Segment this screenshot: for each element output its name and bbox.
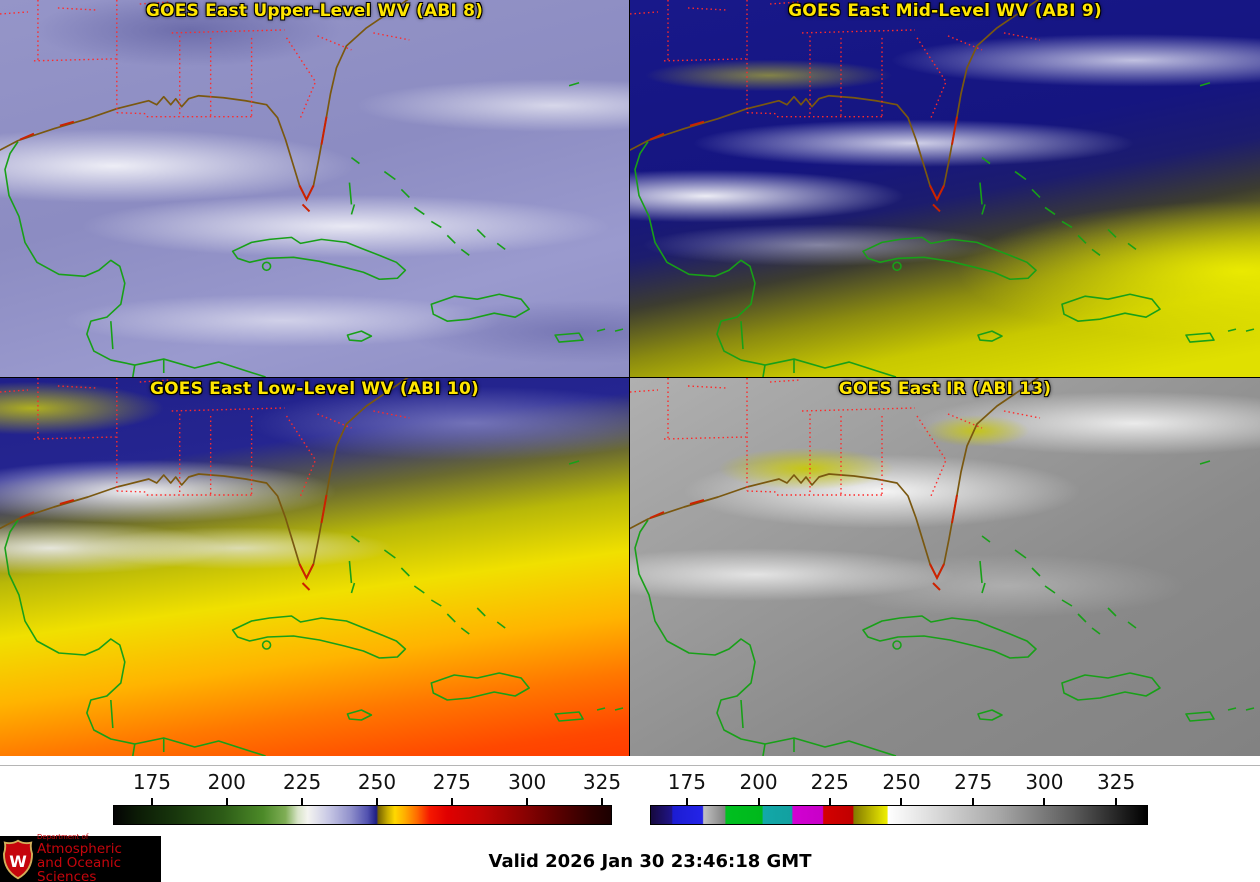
panel-title-upper-wv: GOES East Upper-Level WV (ABI 8) bbox=[145, 1, 484, 21]
tick-mark bbox=[972, 798, 975, 805]
map-overlay bbox=[630, 378, 1260, 756]
colorbar-wv: 175 200 225 250 275 300 325 bbox=[113, 770, 621, 826]
tick-mark bbox=[450, 798, 453, 805]
tick-label: 325 bbox=[1097, 770, 1136, 794]
tick-label: 200 bbox=[739, 770, 778, 794]
tick-label: 225 bbox=[810, 770, 849, 794]
tick-label: 300 bbox=[1025, 770, 1064, 794]
valid-time: Valid 2026 Jan 30 23:46:18 GMT bbox=[488, 851, 812, 872]
tick-label: 175 bbox=[667, 770, 706, 794]
panel-grid: GOES East Upper-Level WV (ABI 8) GOES Ea… bbox=[0, 0, 1260, 756]
map-overlay bbox=[630, 0, 1260, 377]
tick-label: 275 bbox=[954, 770, 993, 794]
tick-mark bbox=[1043, 798, 1046, 805]
uw-crest-icon: W bbox=[3, 839, 33, 879]
tick-mark bbox=[225, 798, 228, 805]
logo-line-2: and Oceanic Sciences bbox=[37, 855, 122, 882]
tick-mark bbox=[601, 798, 604, 805]
panel-mid-level-wv: GOES East Mid-Level WV (ABI 9) bbox=[630, 0, 1260, 378]
tick-mark bbox=[900, 798, 903, 805]
colorbar-wv-bar bbox=[113, 805, 612, 825]
tick-mark bbox=[757, 798, 760, 805]
map-overlay bbox=[0, 378, 629, 756]
tick-label: 275 bbox=[432, 770, 471, 794]
panel-title-low-wv: GOES East Low-Level WV (ABI 10) bbox=[149, 379, 479, 399]
panel-title-ir: GOES East IR (ABI 13) bbox=[838, 379, 1052, 399]
panel-ir: GOES East IR (ABI 13) bbox=[630, 378, 1260, 756]
tick-label: 250 bbox=[357, 770, 397, 794]
tick-mark bbox=[301, 798, 304, 805]
tick-mark bbox=[150, 798, 153, 805]
logo-text: Department of Atmospheric and Oceanic Sc… bbox=[37, 832, 161, 882]
tick-label: 175 bbox=[132, 770, 172, 794]
panel-title-mid-wv: GOES East Mid-Level WV (ABI 9) bbox=[788, 1, 1102, 21]
panel-upper-level-wv: GOES East Upper-Level WV (ABI 8) bbox=[0, 0, 630, 378]
tick-label: 325 bbox=[582, 770, 622, 794]
tick-mark bbox=[1115, 798, 1118, 805]
colorbar-ir: 175 200 225 250 275 300 325 bbox=[650, 770, 1148, 826]
tick-label: 225 bbox=[283, 770, 322, 794]
tick-label: 250 bbox=[882, 770, 921, 794]
logo-dept-label: Department of bbox=[37, 832, 89, 841]
logo-line-1: Atmospheric bbox=[37, 840, 122, 857]
colorbar-ir-bar bbox=[650, 805, 1148, 825]
tick-mark bbox=[685, 798, 688, 805]
crest-letter: W bbox=[9, 852, 27, 871]
panel-low-level-wv: GOES East Low-Level WV (ABI 10) bbox=[0, 378, 630, 756]
divider-line bbox=[0, 765, 1260, 766]
uw-aos-logo: W Department of Atmospheric and Oceanic … bbox=[0, 832, 161, 882]
tick-mark bbox=[828, 798, 831, 805]
tick-mark bbox=[375, 798, 378, 805]
tick-mark bbox=[526, 798, 529, 805]
tick-label: 300 bbox=[508, 770, 547, 794]
tick-label: 200 bbox=[207, 770, 246, 794]
map-overlay bbox=[0, 0, 629, 377]
